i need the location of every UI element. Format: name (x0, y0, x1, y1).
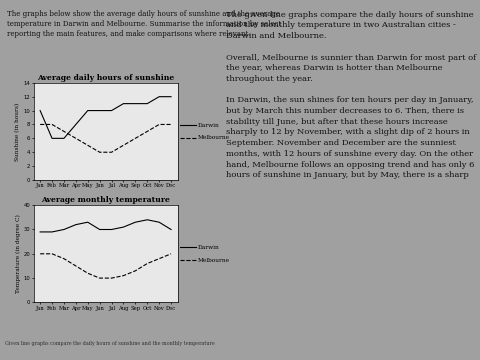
Text: The graphs below show the average daily hours of sunshine and the average
temper: The graphs below show the average daily … (7, 10, 281, 38)
Text: Melbourne: Melbourne (198, 135, 230, 140)
Text: Darwin: Darwin (198, 245, 220, 250)
Y-axis label: Temperature (in degree C): Temperature (in degree C) (15, 214, 21, 293)
Title: Average daily hours of sunshine: Average daily hours of sunshine (37, 74, 174, 82)
Text: Melbourne: Melbourne (198, 258, 230, 262)
Text: Darwin: Darwin (198, 123, 220, 127)
Text: Given line graphs compare the daily hours of sunshine and the monthly temperatur: Given line graphs compare the daily hour… (4, 341, 214, 346)
Text: The given line graphs compare the daily hours of sunshine and the monthly temper: The given line graphs compare the daily … (226, 11, 476, 179)
Y-axis label: Sunshine (in hours): Sunshine (in hours) (15, 102, 21, 161)
Title: Average monthly temperature: Average monthly temperature (41, 197, 170, 204)
